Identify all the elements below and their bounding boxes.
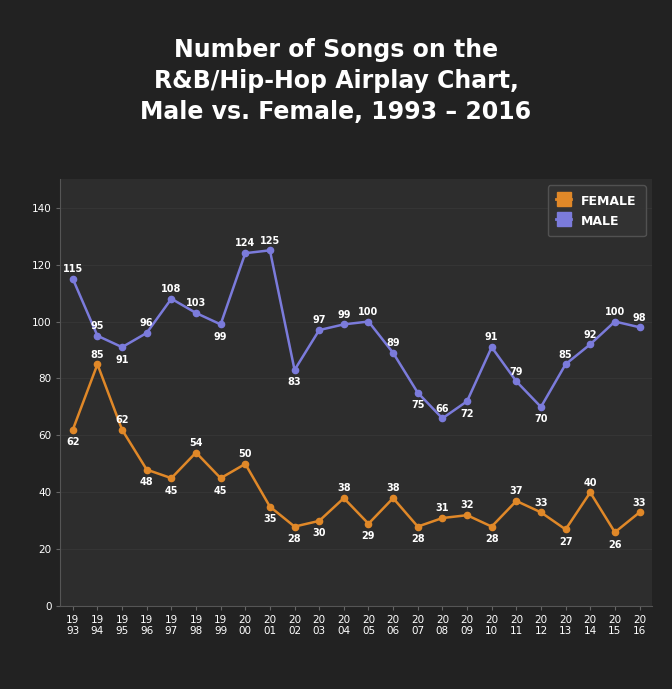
Text: 100: 100 — [605, 307, 625, 317]
Text: 28: 28 — [411, 534, 425, 544]
Text: 85: 85 — [559, 349, 573, 360]
Text: 38: 38 — [386, 484, 400, 493]
Text: 125: 125 — [260, 236, 280, 245]
Text: 91: 91 — [116, 355, 129, 364]
Text: 62: 62 — [66, 438, 79, 447]
Text: 32: 32 — [460, 500, 474, 511]
Text: 66: 66 — [435, 404, 449, 413]
Text: 97: 97 — [312, 316, 326, 325]
Text: 45: 45 — [165, 486, 178, 495]
Text: 28: 28 — [288, 534, 301, 544]
Text: 70: 70 — [534, 415, 548, 424]
Text: 95: 95 — [91, 321, 104, 331]
Text: 30: 30 — [312, 528, 326, 538]
Text: 103: 103 — [186, 298, 206, 308]
Text: 85: 85 — [91, 349, 104, 360]
Text: 99: 99 — [337, 309, 351, 320]
Text: 124: 124 — [235, 238, 255, 249]
Text: 37: 37 — [509, 486, 523, 496]
Text: 27: 27 — [559, 537, 573, 547]
Text: 79: 79 — [509, 367, 523, 377]
Text: 50: 50 — [239, 449, 252, 459]
Text: 62: 62 — [116, 415, 129, 425]
Text: 33: 33 — [534, 497, 548, 508]
Text: 99: 99 — [214, 332, 227, 342]
Text: 98: 98 — [633, 313, 646, 322]
Text: 48: 48 — [140, 477, 153, 487]
Text: 115: 115 — [62, 264, 83, 274]
Legend: FEMALE, MALE: FEMALE, MALE — [548, 185, 646, 236]
Text: 108: 108 — [161, 284, 181, 294]
Text: 26: 26 — [608, 539, 622, 550]
Text: 54: 54 — [190, 438, 203, 448]
Text: 100: 100 — [358, 307, 378, 317]
Text: 35: 35 — [263, 514, 277, 524]
Text: 89: 89 — [386, 338, 400, 348]
Text: 33: 33 — [633, 497, 646, 508]
Text: 83: 83 — [288, 378, 301, 387]
Text: 28: 28 — [485, 534, 499, 544]
Text: 29: 29 — [362, 531, 375, 542]
Text: Number of Songs on the
R&B/Hip-Hop Airplay Chart,
Male vs. Female, 1993 – 2016: Number of Songs on the R&B/Hip-Hop Airpl… — [140, 39, 532, 123]
Text: 72: 72 — [460, 409, 474, 419]
Text: 45: 45 — [214, 486, 227, 495]
Text: 75: 75 — [411, 400, 425, 410]
Text: 91: 91 — [485, 332, 499, 342]
Text: 40: 40 — [583, 477, 597, 488]
Text: 92: 92 — [583, 329, 597, 340]
Text: 96: 96 — [140, 318, 153, 328]
Text: 38: 38 — [337, 484, 351, 493]
Text: 31: 31 — [435, 503, 449, 513]
